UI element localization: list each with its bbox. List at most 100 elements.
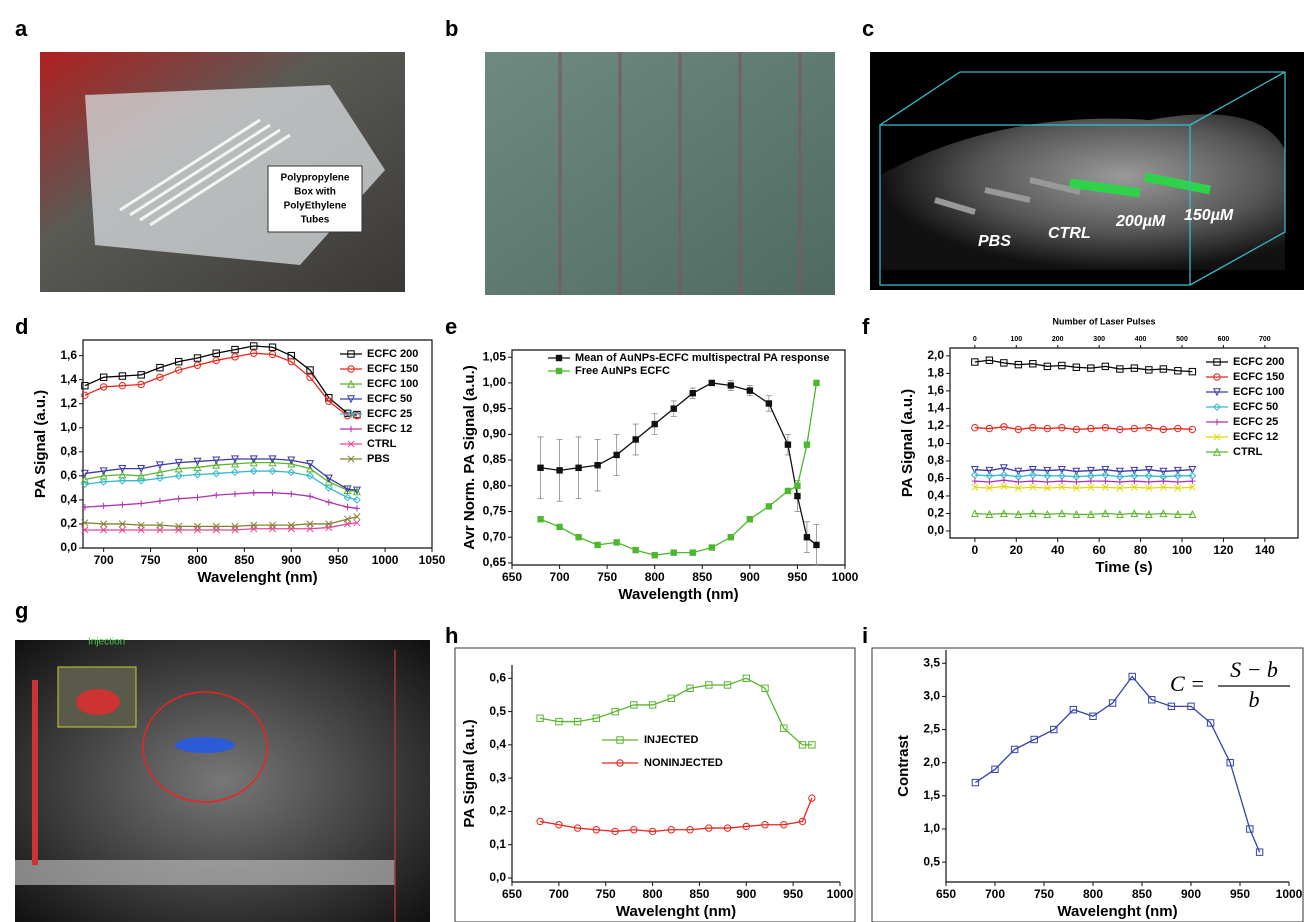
marker (1087, 424, 1095, 433)
marker (651, 552, 658, 559)
marker (100, 502, 107, 510)
marker (212, 522, 220, 530)
marker (137, 371, 145, 379)
legend-label: ECFC 50 (1233, 401, 1278, 413)
marker (1043, 362, 1052, 371)
marker (119, 501, 126, 508)
marker (705, 824, 713, 832)
y-tick-label: 1,6 (60, 348, 77, 362)
x2-tick-label: 600 (1218, 336, 1230, 343)
marker (1072, 484, 1080, 492)
y-tick-label: 0,0 (927, 523, 944, 537)
marker (537, 464, 544, 471)
marker (1213, 418, 1221, 426)
marker (80, 475, 89, 484)
marker (155, 461, 164, 470)
marker (1212, 388, 1222, 397)
y-tick-label: 1,0 (923, 821, 940, 835)
marker (1072, 510, 1081, 519)
legend-label: CTRL (367, 438, 397, 450)
x-tick-label: 1050 (419, 553, 446, 567)
marker (575, 464, 582, 471)
y-tick-label: 1,0 (60, 420, 77, 434)
x-tick-label: 750 (1034, 887, 1054, 901)
marker (1043, 466, 1052, 475)
panel-label: e (445, 314, 457, 339)
x-tick-label: 850 (1132, 887, 1152, 901)
marker (212, 356, 220, 365)
marker (175, 522, 183, 530)
marker (347, 440, 355, 448)
marker (81, 526, 89, 534)
y-tick-label: 1,6 (927, 383, 944, 397)
series-line (974, 512, 1193, 516)
marker (616, 759, 624, 767)
marker (1159, 365, 1168, 373)
marker (249, 458, 258, 467)
marker (1000, 477, 1008, 484)
marker (250, 342, 258, 350)
photo-a (40, 52, 405, 292)
marker (742, 674, 750, 683)
x-tick-label: 700 (94, 553, 114, 567)
marker (784, 487, 792, 495)
x-tick-label: 80 (1134, 543, 1148, 557)
x-tick-label: 750 (597, 570, 617, 584)
marker (780, 821, 788, 829)
marker (1050, 725, 1058, 734)
marker (212, 469, 221, 478)
photo-b (485, 52, 835, 295)
marker (1213, 358, 1221, 366)
marker (1087, 364, 1095, 372)
x2-tick-label: 0 (973, 336, 977, 343)
x-tick-label: 40 (1051, 543, 1065, 557)
marker (592, 714, 601, 722)
marker (1159, 483, 1167, 491)
marker (1174, 424, 1182, 433)
marker (193, 470, 202, 479)
marker (1072, 363, 1081, 371)
marker (1144, 466, 1153, 475)
x-tick-label: 140 (1255, 543, 1275, 557)
marker (343, 493, 352, 502)
marker (1115, 467, 1124, 476)
y-tick-label: 0,95 (483, 401, 507, 415)
marker (1101, 423, 1110, 432)
marker (1072, 425, 1081, 434)
marker (1206, 719, 1215, 727)
marker (231, 522, 239, 530)
x-axis-title: Time (s) (1095, 559, 1152, 576)
marker (1145, 366, 1153, 374)
marker (347, 365, 355, 373)
series-line (974, 426, 1193, 431)
y-tick-label: 0,6 (927, 471, 944, 485)
marker (1130, 509, 1139, 518)
y-tick-label: 0,3 (489, 770, 506, 784)
marker (536, 817, 544, 826)
marker (81, 391, 89, 400)
marker (81, 381, 89, 390)
marker (1014, 360, 1023, 369)
y-tick-label: 0,90 (483, 427, 507, 441)
x-axis-title: Wavelenght (nm) (616, 903, 736, 920)
marker (1167, 702, 1176, 711)
y-tick-label: 0,2 (60, 516, 77, 530)
legend-label: ECFC 200 (367, 348, 418, 360)
marker (325, 397, 333, 406)
x-tick-label: 100 (1172, 543, 1192, 557)
x-axis-title: Wavelenght (nm) (197, 569, 317, 586)
marker (761, 821, 769, 829)
marker (999, 464, 1008, 473)
y-tick-label: 3,5 (923, 655, 940, 669)
x-tick-label: 850 (234, 553, 254, 567)
marker (174, 464, 183, 473)
x-tick-label: 700 (985, 887, 1005, 901)
legend-label: Free AuNPs ECFC (575, 365, 670, 377)
marker (193, 354, 202, 362)
marker (344, 515, 352, 523)
marker (780, 724, 788, 732)
x-tick-label: 850 (692, 570, 712, 584)
marker (268, 350, 277, 359)
legend-label: ECFC 25 (1233, 416, 1278, 428)
y-axis-title: PA Signal (a.u.) (32, 390, 49, 498)
